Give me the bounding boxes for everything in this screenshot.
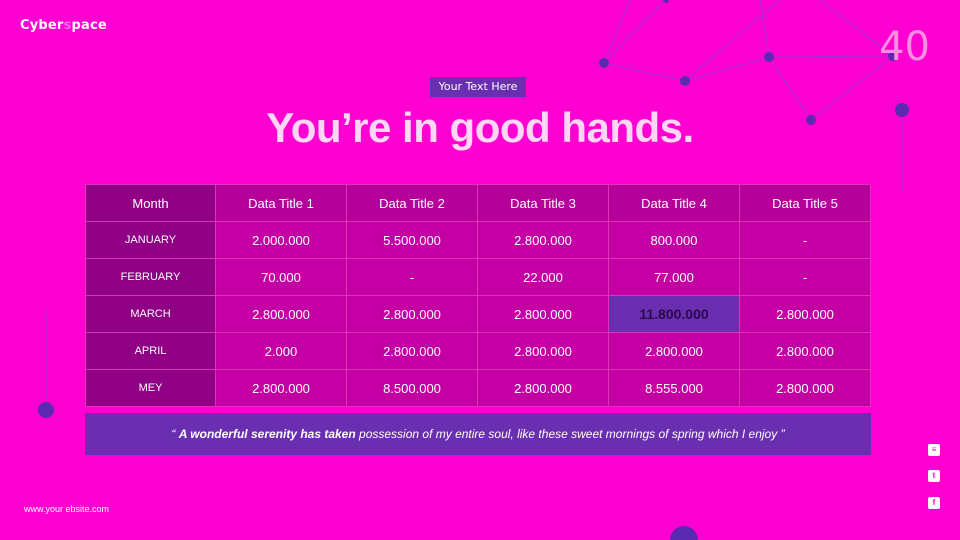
table-cell: 2.000 [215,332,347,370]
table-row: APRIL 2.000 2.800.000 2.800.000 2.800.00… [85,332,871,370]
column-header: Data Title 5 [739,184,871,222]
table-row: JANUARY 2.000.000 5.500.000 2.800.000 80… [85,221,871,259]
quote-close: ” [777,427,785,441]
month-cell: FEBRUARY [85,258,216,296]
data-table: Month Data Title 1 Data Title 2 Data Tit… [85,184,871,407]
month-cell: MEY [85,369,216,407]
tag-label: Your Text Here [430,77,526,97]
table-cell: 77.000 [608,258,740,296]
brand-part1: Cyber [20,18,64,33]
table-cell: 2.800.000 [477,221,609,259]
table-cell: - [346,258,478,296]
page-title: You’re in good hands. [266,104,694,151]
table-cell: 2.800.000 [477,369,609,407]
column-header-month: Month [85,184,216,222]
website-link[interactable]: www.your ebsite.com [24,504,110,514]
table-cell: 2.800.000 [215,369,347,407]
column-header: Data Title 4 [608,184,740,222]
table-cell: - [739,258,871,296]
quote-bold-text: A wonderful serenity has taken [178,427,356,441]
column-header: Data Title 1 [215,184,347,222]
table-cell: 2.000.000 [215,221,347,259]
facebook-icon[interactable]: f [928,497,940,509]
table-cell: 2.800.000 [608,332,740,370]
brand-logo: Cyberspace [20,18,107,33]
table-cell: 2.800.000 [477,295,609,333]
rss-icon[interactable]: ≡ [928,444,940,456]
table-cell: - [739,221,871,259]
month-cell: MARCH [85,295,216,333]
table-cell: 2.800.000 [739,295,871,333]
table-row: MARCH 2.800.000 2.800.000 2.800.000 11.8… [85,295,871,333]
table-cell: 2.800.000 [477,332,609,370]
table-cell: 2.800.000 [215,295,347,333]
table-cell: 22.000 [477,258,609,296]
table-cell: 70.000 [215,258,347,296]
quote-banner: “ A wonderful serenity has taken possess… [85,413,871,455]
highlighted-cell: 11.800.000 [608,295,740,333]
month-cell: JANUARY [85,221,216,259]
table-cell: 8.500.000 [346,369,478,407]
month-cell: APRIL [85,332,216,370]
table-cell: 800.000 [608,221,740,259]
table-cell: 2.800.000 [739,369,871,407]
brand-part2: pace [71,18,107,33]
column-header: Data Title 2 [346,184,478,222]
twitter-icon[interactable]: t [928,470,940,482]
column-header: Data Title 3 [477,184,609,222]
table-row: MEY 2.800.000 8.500.000 2.800.000 8.555.… [85,369,871,407]
page-number: 40 [879,24,930,70]
table-cell: 2.800.000 [346,295,478,333]
table-cell: 8.555.000 [608,369,740,407]
table-header-row: Month Data Title 1 Data Title 2 Data Tit… [85,184,871,222]
brand-separator: s [63,18,72,33]
table-row: FEBRUARY 70.000 - 22.000 77.000 - [85,258,871,296]
table-cell: 2.800.000 [346,332,478,370]
quote-open: “ [171,427,176,441]
table-cell: 5.500.000 [346,221,478,259]
quote-text: possession of my entire soul, like these… [355,427,778,441]
table-cell: 2.800.000 [739,332,871,370]
